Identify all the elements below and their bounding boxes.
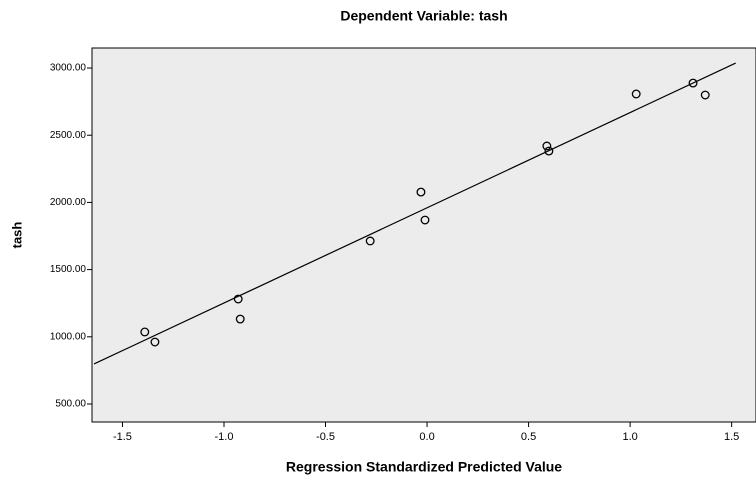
y-tick-label: 3000.00 <box>50 63 87 74</box>
x-tick-label: 1.0 <box>622 431 637 443</box>
data-point <box>150 337 160 347</box>
x-tick-label: 0.0 <box>419 431 434 443</box>
fit-line <box>93 62 736 365</box>
data-point <box>235 314 245 324</box>
data-point <box>420 215 430 225</box>
y-tick-label: 500.00 <box>55 399 86 410</box>
y-tick-label: 1500.00 <box>50 264 87 275</box>
y-tick-label: 2000.00 <box>50 197 87 208</box>
x-tick-label: 0.5 <box>521 431 536 443</box>
data-point <box>365 236 375 246</box>
plot-area <box>91 47 756 423</box>
data-point <box>416 187 426 197</box>
data-point <box>542 141 552 151</box>
y-axis-label: tash <box>9 222 24 249</box>
data-point <box>631 89 641 99</box>
chart-title: Dependent Variable: tash <box>340 8 507 24</box>
x-tick-label: -0.5 <box>316 431 335 443</box>
y-tick-label: 2500.00 <box>50 130 87 141</box>
x-tick-label: 1.5 <box>724 431 739 443</box>
data-point <box>700 90 710 100</box>
data-point <box>233 294 243 304</box>
data-point <box>688 78 698 88</box>
x-tick-label: -1.0 <box>215 431 234 443</box>
data-point <box>140 327 150 337</box>
x-axis-label: Regression Standardized Predicted Value <box>286 459 562 475</box>
x-tick-label: -1.5 <box>113 431 132 443</box>
y-tick-label: 1000.00 <box>50 331 87 342</box>
data-point <box>544 146 554 156</box>
